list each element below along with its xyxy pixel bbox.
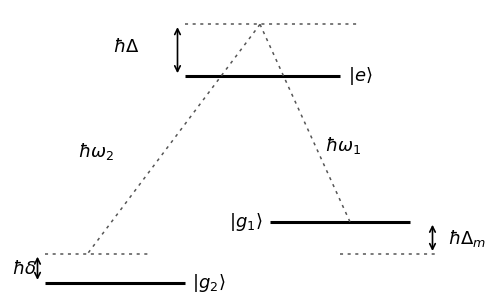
Text: $\hbar\delta$: $\hbar\delta$ xyxy=(12,260,37,278)
Text: $|g_2\rangle$: $|g_2\rangle$ xyxy=(192,272,226,294)
Text: $|g_1\rangle$: $|g_1\rangle$ xyxy=(229,211,262,233)
Text: $|e\rangle$: $|e\rangle$ xyxy=(348,65,372,87)
Text: $\hbar\Delta$: $\hbar\Delta$ xyxy=(114,38,140,56)
Text: $\hbar\omega_2$: $\hbar\omega_2$ xyxy=(78,141,114,163)
Text: $\hbar\omega_1$: $\hbar\omega_1$ xyxy=(325,135,362,157)
Text: $\hbar\Delta_m$: $\hbar\Delta_m$ xyxy=(448,228,486,249)
